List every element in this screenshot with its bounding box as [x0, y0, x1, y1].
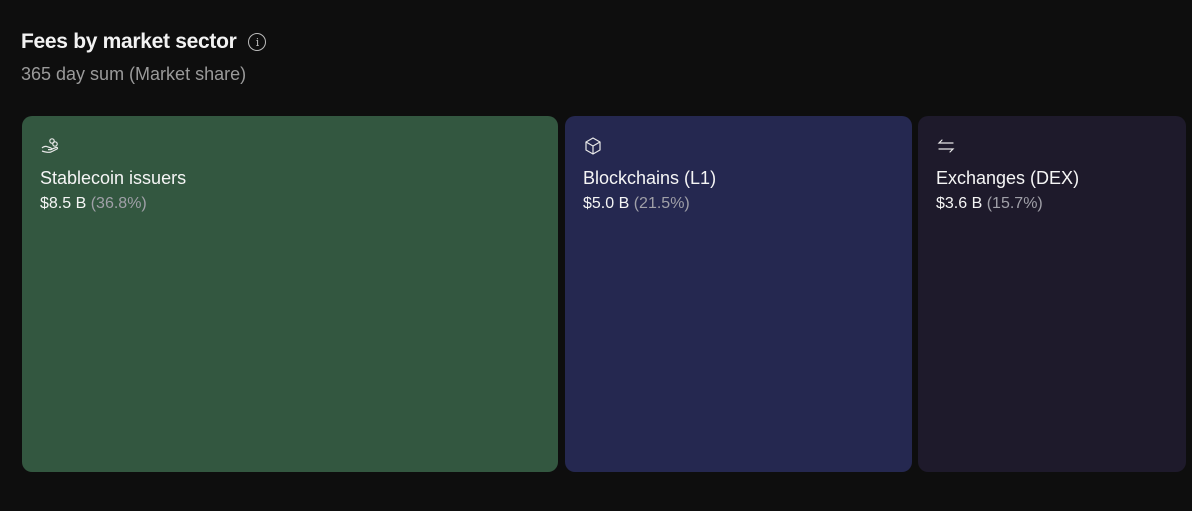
sector-card-stablecoin-issuers[interactable]: Stablecoin issuers $8.5 B (36.8%) [22, 116, 558, 472]
sector-value: $8.5 B [40, 195, 87, 212]
sector-name: Blockchains (L1) [583, 168, 717, 188]
cube-icon [585, 137, 601, 155]
arrows-exchange-icon [937, 139, 955, 153]
sector-name: Stablecoin issuers [40, 168, 187, 188]
sector-value: $3.6 B [936, 195, 983, 212]
sector-name: Exchanges (DEX) [936, 168, 1080, 188]
sector-share: (15.7%) [986, 195, 1043, 212]
header: Fees by market sector i [21, 30, 267, 54]
sector-share: (36.8%) [90, 195, 147, 212]
info-icon[interactable]: i [248, 33, 267, 51]
page-title: Fees by market sector [21, 30, 237, 53]
sector-value: $5.0 B [583, 195, 630, 212]
sector-card-blockchains-l1[interactable]: Blockchains (L1) $5.0 B (21.5%) [565, 116, 912, 472]
hand-coins-icon [41, 138, 59, 154]
subtitle: 365 day sum (Market share) [21, 64, 247, 84]
sector-share: (21.5%) [633, 195, 690, 212]
sector-card-exchanges-dex[interactable]: Exchanges (DEX) $3.6 B (15.7%) [918, 116, 1186, 472]
